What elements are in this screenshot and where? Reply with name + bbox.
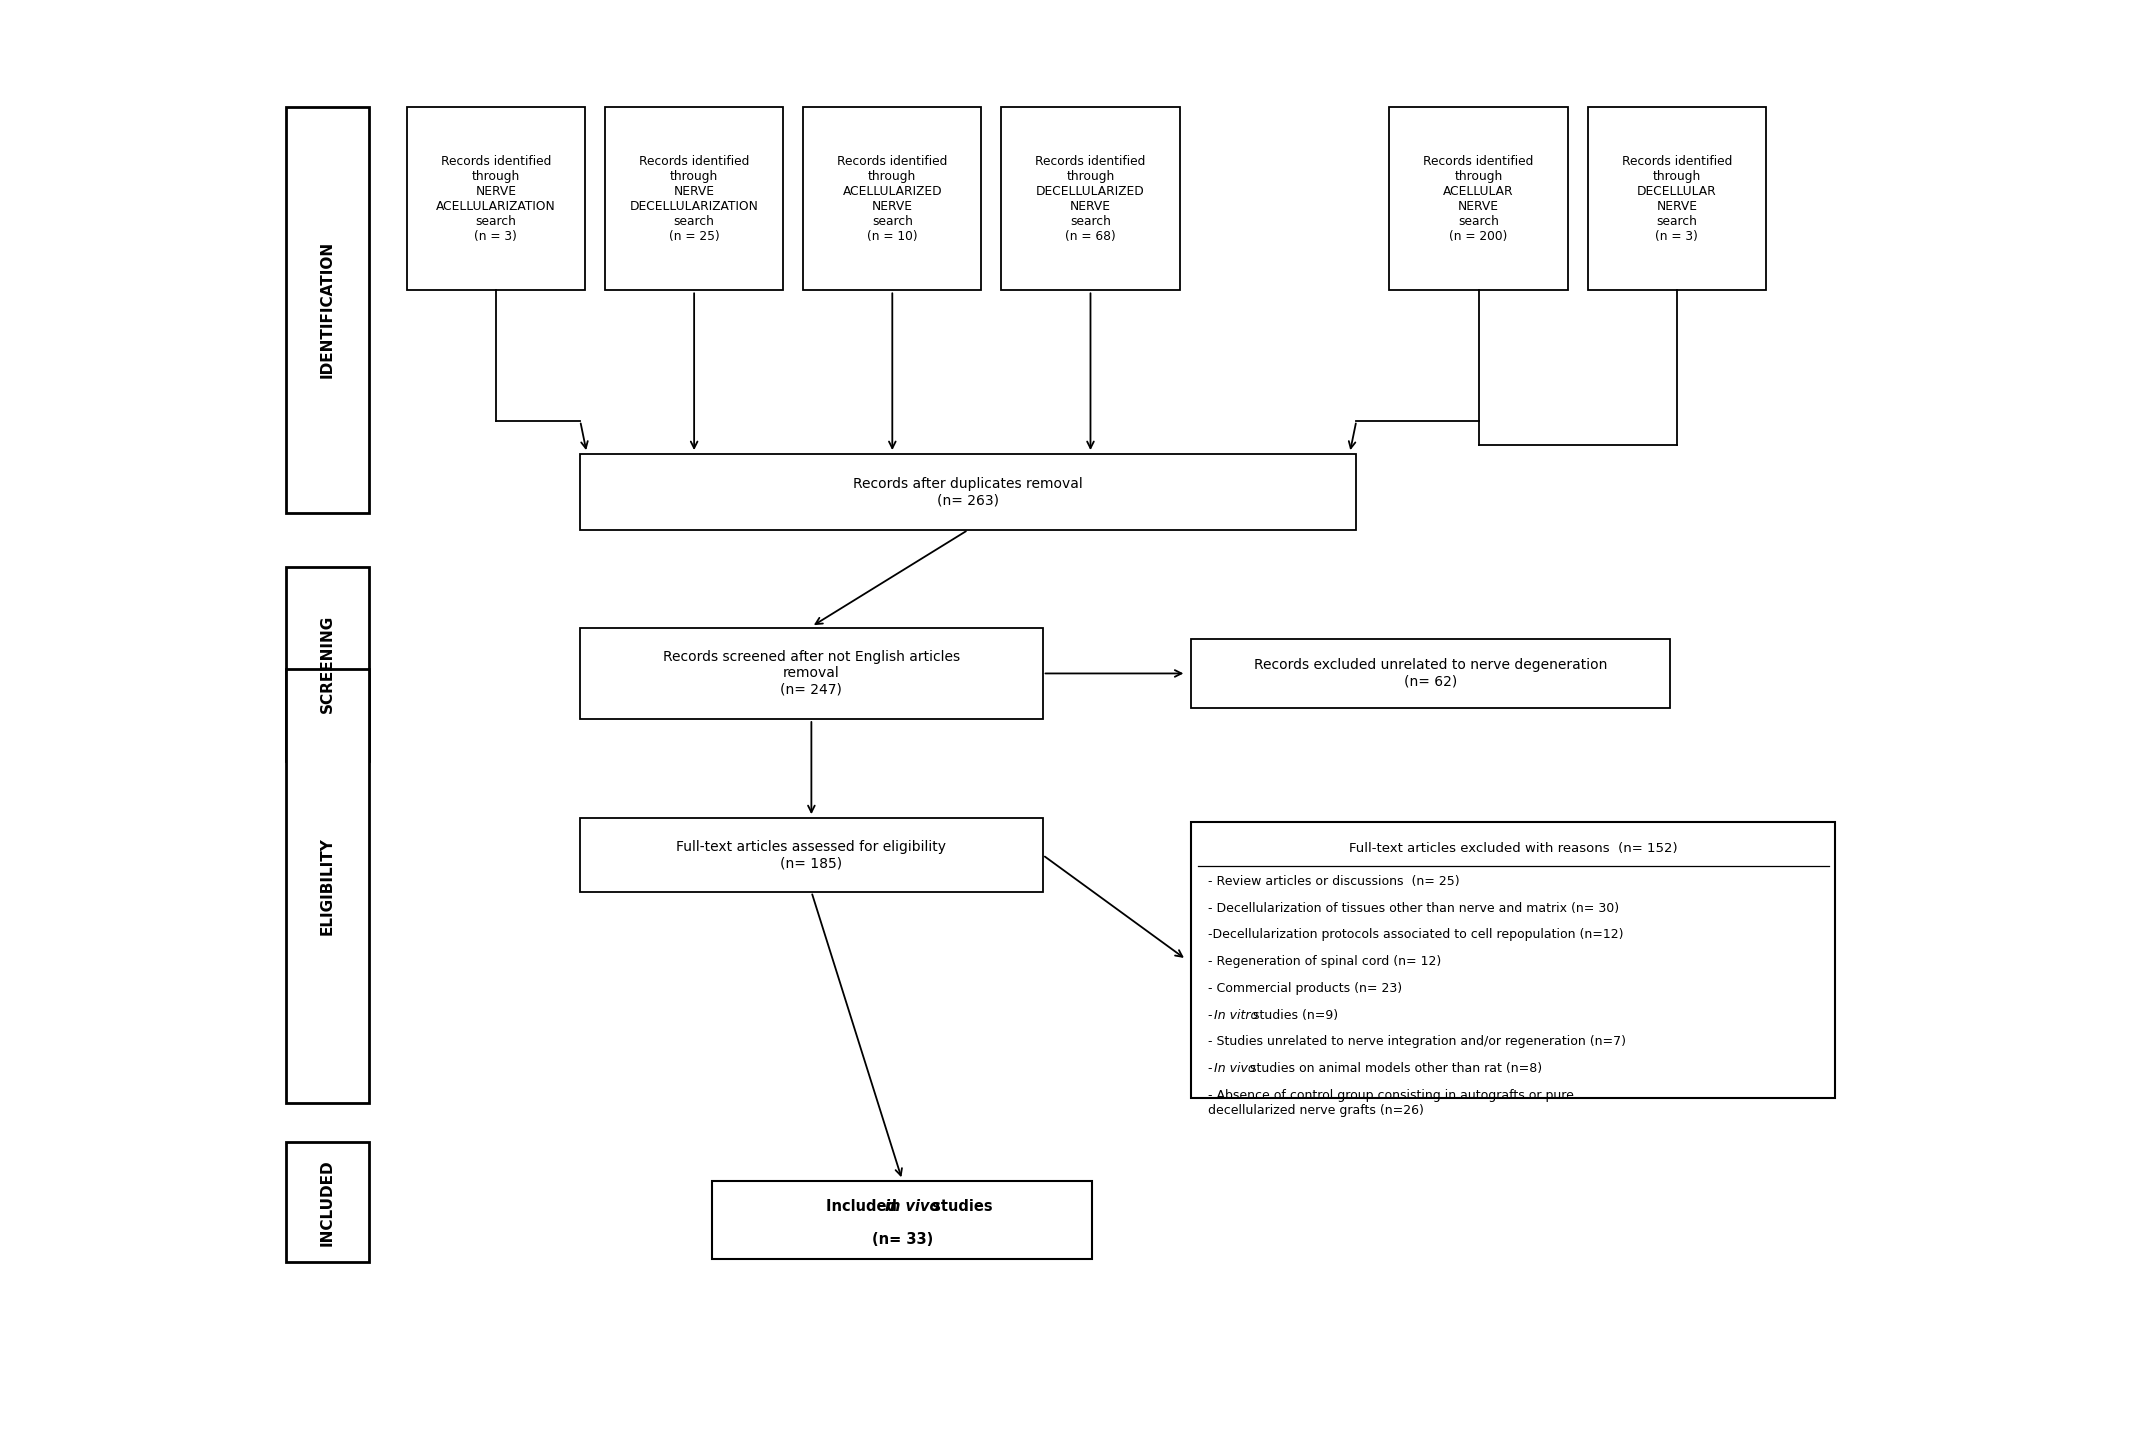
Text: Records identified
through
ACELLULARIZED
NERVE
search
(n = 10): Records identified through ACELLULARIZED… [837,155,948,243]
Text: Records identified
through
DECELLULAR
NERVE
search
(n = 3): Records identified through DECELLULAR NE… [1622,155,1733,243]
Text: studies (n=9): studies (n=9) [1249,1009,1338,1021]
Text: In vivo: In vivo [1215,1061,1255,1074]
Text: IDENTIFICATION: IDENTIFICATION [320,241,335,379]
Text: INCLUDED: INCLUDED [320,1160,335,1245]
FancyBboxPatch shape [286,1142,369,1262]
FancyBboxPatch shape [712,1181,1091,1259]
Text: - Review articles or discussions  (n= 25): - Review articles or discussions (n= 25) [1208,875,1460,888]
Text: studies on animal models other than rat (n=8): studies on animal models other than rat … [1247,1061,1543,1074]
FancyBboxPatch shape [1389,107,1568,291]
Text: In vitro: In vitro [1215,1009,1259,1021]
Text: - Studies unrelated to nerve integration and/or regeneration (n=7): - Studies unrelated to nerve integration… [1208,1035,1626,1048]
Text: - Regeneration of spinal cord (n= 12): - Regeneration of spinal cord (n= 12) [1208,956,1441,969]
Text: -Decellularization protocols associated to cell repopulation (n=12): -Decellularization protocols associated … [1208,928,1624,941]
Text: studies: studies [927,1199,993,1213]
FancyBboxPatch shape [605,107,784,291]
Text: Records identified
through
NERVE
ACELLULARIZATION
search
(n = 3): Records identified through NERVE ACELLUL… [437,155,556,243]
Text: Records identified
through
ACELLULAR
NERVE
search
(n = 200): Records identified through ACELLULAR NER… [1424,155,1534,243]
Text: Records identified
through
DECELLULARIZED
NERVE
search
(n = 68): Records identified through DECELLULARIZE… [1036,155,1146,243]
FancyBboxPatch shape [286,567,369,762]
Text: Records identified
through
NERVE
DECELLULARIZATION
search
(n = 25): Records identified through NERVE DECELLU… [629,155,759,243]
Text: - Decellularization of tissues other than nerve and matrix (n= 30): - Decellularization of tissues other tha… [1208,902,1620,915]
FancyBboxPatch shape [407,107,586,291]
Text: (n= 33): (n= 33) [872,1232,933,1246]
FancyBboxPatch shape [803,107,982,291]
Text: Included: Included [827,1199,901,1213]
Text: Full-text articles excluded with reasons  (n= 152): Full-text articles excluded with reasons… [1349,842,1677,855]
Text: - Commercial products (n= 23): - Commercial products (n= 23) [1208,982,1402,995]
Text: Records excluded unrelated to nerve degeneration
(n= 62): Records excluded unrelated to nerve dege… [1253,658,1607,688]
FancyBboxPatch shape [1588,107,1767,291]
Text: SCREENING: SCREENING [320,615,335,713]
Text: Records after duplicates removal
(n= 263): Records after duplicates removal (n= 263… [852,477,1083,508]
Text: - Absence of control group consisting in autografts or pure
decellularized nerve: - Absence of control group consisting in… [1208,1089,1573,1116]
FancyBboxPatch shape [1191,821,1835,1098]
FancyBboxPatch shape [286,107,369,513]
FancyBboxPatch shape [580,818,1042,892]
FancyBboxPatch shape [1191,639,1671,709]
FancyBboxPatch shape [286,669,369,1103]
Text: in vivo: in vivo [884,1199,940,1213]
Text: ELIGIBILITY: ELIGIBILITY [320,837,335,936]
FancyBboxPatch shape [580,454,1355,529]
Text: -: - [1208,1061,1217,1074]
FancyBboxPatch shape [580,628,1042,719]
FancyBboxPatch shape [1002,107,1181,291]
Text: -: - [1208,1009,1217,1021]
Text: Full-text articles assessed for eligibility
(n= 185): Full-text articles assessed for eligibil… [676,840,946,870]
Text: Records screened after not English articles
removal
(n= 247): Records screened after not English artic… [663,651,959,697]
